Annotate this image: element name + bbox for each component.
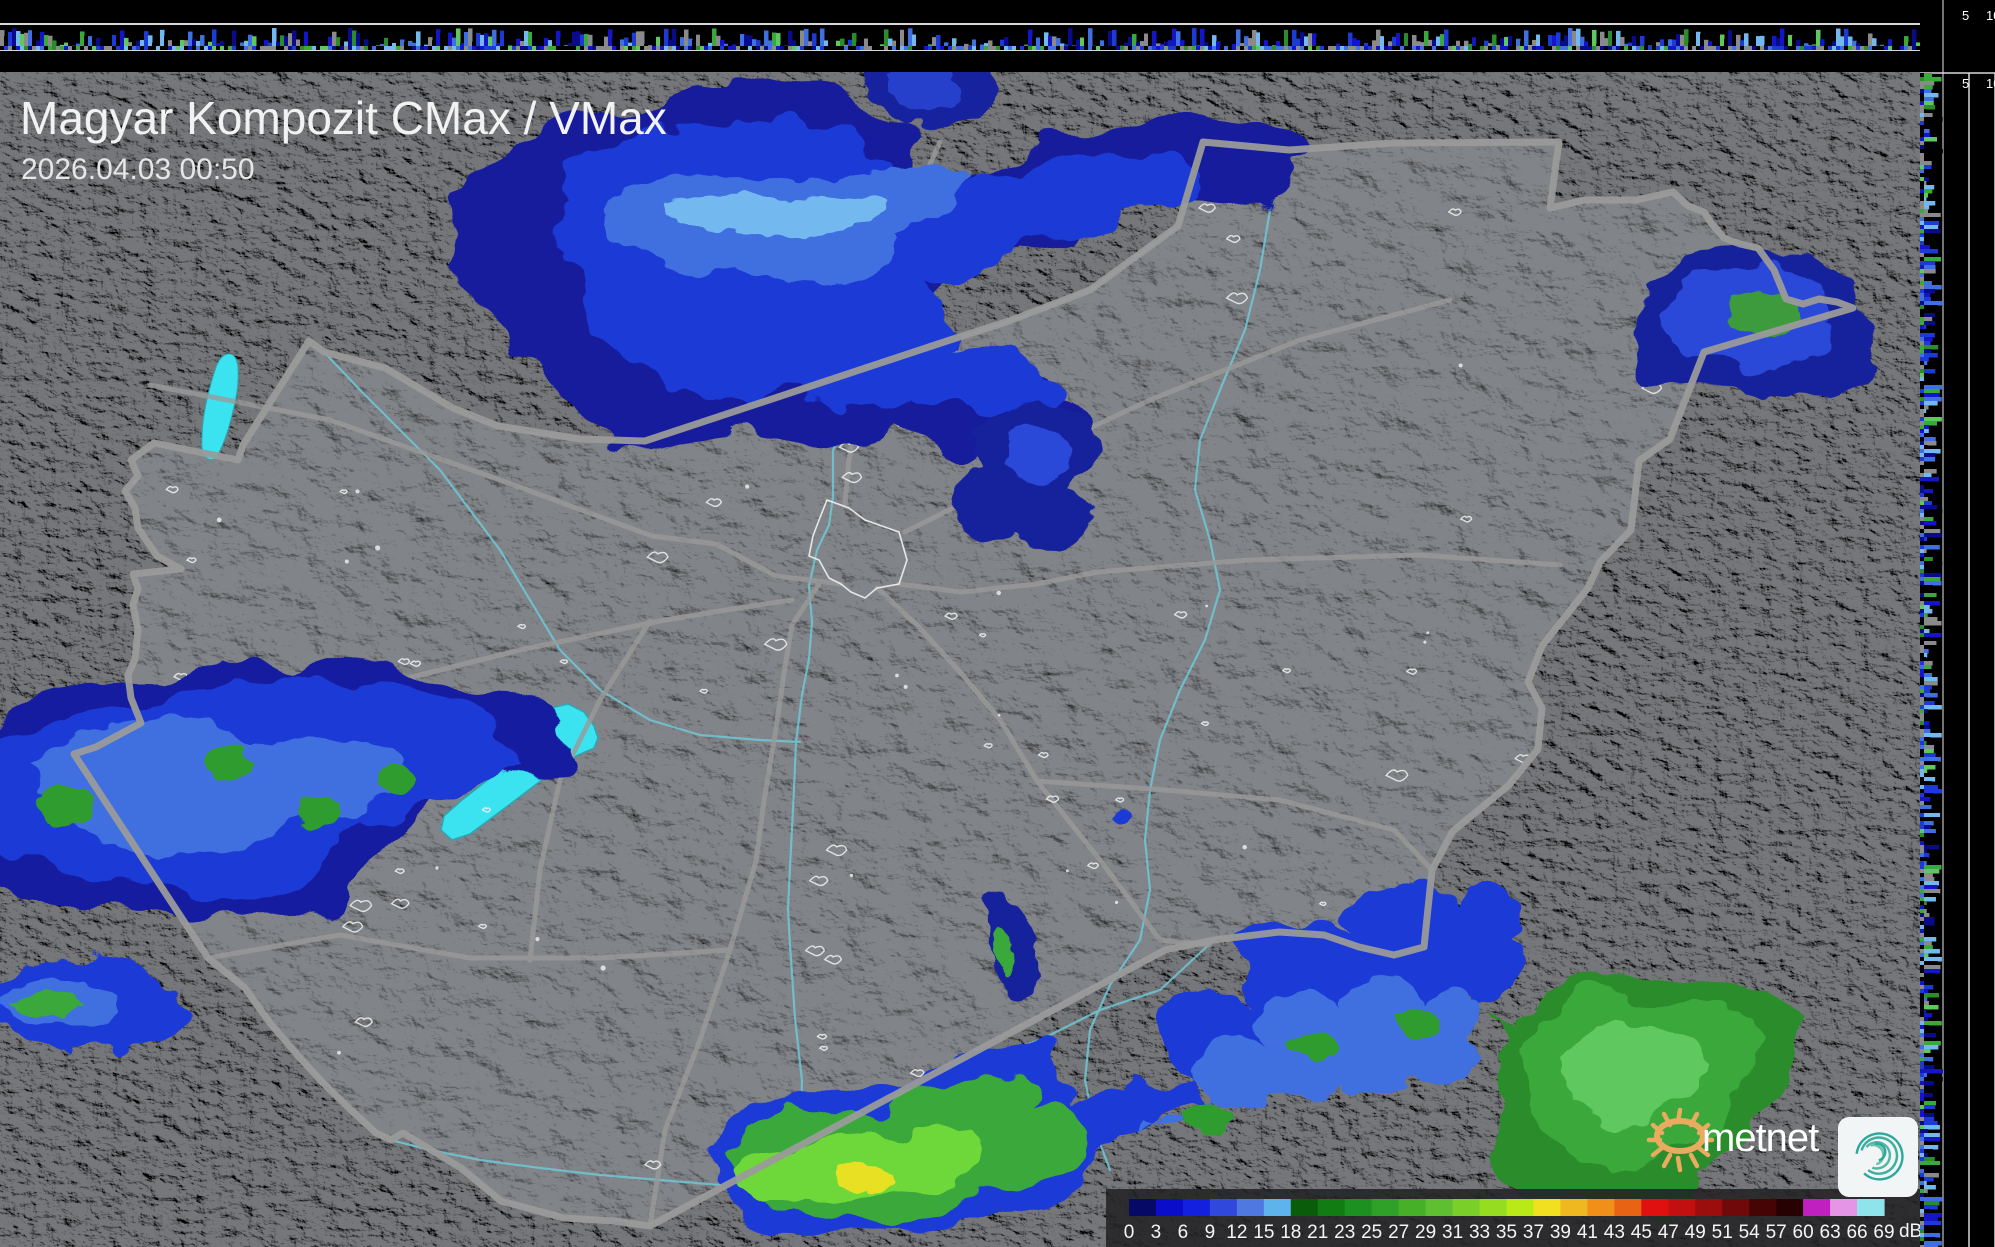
svg-text:5: 5 — [1962, 76, 1969, 91]
svg-text:10: 10 — [1986, 76, 1995, 91]
svg-text:10: 10 — [1986, 8, 1995, 23]
svg-text:metnet: metnet — [1702, 1116, 1819, 1160]
svg-text:5: 5 — [1962, 8, 1969, 23]
